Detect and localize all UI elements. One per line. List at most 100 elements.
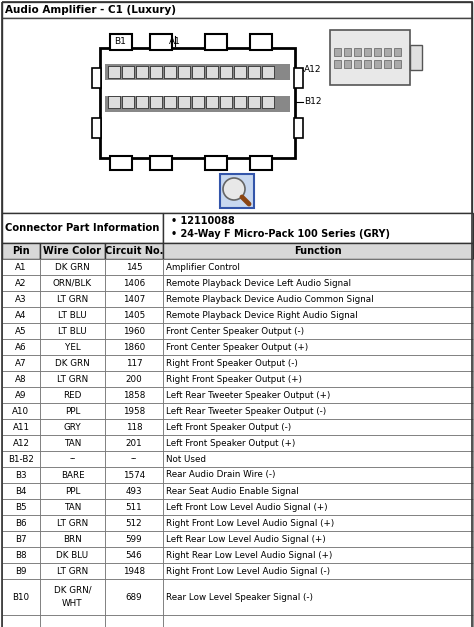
Bar: [136, 66, 148, 78]
Bar: [163, 291, 473, 307]
Bar: [40, 435, 105, 451]
Bar: [105, 547, 163, 563]
Bar: [334, 48, 341, 56]
Bar: [2, 419, 40, 435]
Text: B1-B2: B1-B2: [8, 455, 34, 463]
Text: Right Rear Low Level Audio Signal (+): Right Rear Low Level Audio Signal (+): [166, 551, 332, 559]
Bar: [192, 96, 204, 108]
Bar: [105, 467, 163, 483]
Text: 117: 117: [126, 359, 142, 367]
Bar: [410, 45, 422, 70]
Bar: [2, 243, 40, 259]
Bar: [192, 96, 204, 108]
Bar: [163, 547, 473, 563]
Bar: [248, 66, 260, 78]
Bar: [105, 563, 163, 579]
Bar: [105, 275, 163, 291]
Bar: [163, 213, 473, 243]
Bar: [163, 563, 473, 579]
Text: PPL: PPL: [65, 487, 80, 495]
Text: A8: A8: [15, 374, 27, 384]
Text: B12: B12: [304, 98, 321, 107]
Bar: [248, 96, 260, 108]
Bar: [122, 66, 134, 78]
Bar: [40, 419, 105, 435]
Text: Audio Amplifier - C1 (Luxury): Audio Amplifier - C1 (Luxury): [5, 5, 176, 15]
Text: YEL: YEL: [64, 342, 81, 352]
Text: A1: A1: [169, 37, 181, 46]
Bar: [105, 579, 163, 615]
Text: 118: 118: [126, 423, 142, 431]
Bar: [2, 307, 40, 323]
Text: B7: B7: [15, 534, 27, 544]
Bar: [164, 66, 176, 78]
Bar: [178, 96, 190, 108]
Bar: [105, 435, 163, 451]
Bar: [163, 419, 473, 435]
Bar: [2, 615, 40, 627]
Bar: [163, 515, 473, 531]
Text: TAN: TAN: [64, 438, 81, 448]
Text: 1958: 1958: [123, 406, 145, 416]
Bar: [2, 339, 40, 355]
Bar: [122, 96, 134, 108]
Bar: [163, 275, 473, 291]
Bar: [150, 66, 162, 78]
Bar: [178, 96, 190, 108]
Bar: [105, 387, 163, 403]
Text: 1574: 1574: [123, 470, 145, 480]
Bar: [2, 18, 472, 213]
Bar: [40, 387, 105, 403]
Text: 493: 493: [126, 487, 142, 495]
Bar: [2, 531, 40, 547]
Bar: [2, 451, 40, 467]
Bar: [105, 96, 290, 112]
Bar: [136, 96, 148, 108]
Bar: [40, 515, 105, 531]
Text: LT GRN: LT GRN: [57, 519, 88, 527]
Text: A10: A10: [12, 406, 29, 416]
Text: GRY: GRY: [64, 423, 82, 431]
Text: A5: A5: [15, 327, 27, 335]
Text: BARE: BARE: [61, 470, 84, 480]
Bar: [2, 467, 40, 483]
Bar: [262, 96, 274, 108]
Text: 512: 512: [126, 519, 142, 527]
Bar: [40, 547, 105, 563]
Text: Left Front Low Level Audio Signal (+): Left Front Low Level Audio Signal (+): [166, 502, 328, 512]
Bar: [163, 451, 473, 467]
Bar: [163, 387, 473, 403]
Text: Front Center Speaker Output (-): Front Center Speaker Output (-): [166, 327, 304, 335]
Bar: [250, 34, 272, 50]
Text: DK BLU: DK BLU: [56, 551, 89, 559]
Bar: [105, 515, 163, 531]
Bar: [294, 68, 303, 88]
Bar: [105, 243, 163, 259]
Text: DK GRN: DK GRN: [55, 359, 90, 367]
Bar: [163, 243, 473, 259]
Bar: [122, 66, 134, 78]
Bar: [40, 259, 105, 275]
Bar: [364, 60, 371, 68]
Text: B8: B8: [15, 551, 27, 559]
Text: A4: A4: [15, 310, 27, 320]
Bar: [105, 499, 163, 515]
Text: 599: 599: [126, 534, 142, 544]
Bar: [2, 2, 472, 18]
Bar: [92, 118, 101, 138]
Bar: [220, 96, 232, 108]
Bar: [2, 387, 40, 403]
Text: A1: A1: [15, 263, 27, 271]
Text: 1405: 1405: [123, 310, 145, 320]
Bar: [163, 435, 473, 451]
Text: BRN: BRN: [63, 534, 82, 544]
Bar: [40, 483, 105, 499]
Bar: [92, 68, 101, 88]
Bar: [105, 451, 163, 467]
Bar: [163, 339, 473, 355]
Bar: [150, 96, 162, 108]
Text: A3: A3: [15, 295, 27, 303]
Bar: [2, 563, 40, 579]
Bar: [206, 96, 218, 108]
Bar: [163, 307, 473, 323]
